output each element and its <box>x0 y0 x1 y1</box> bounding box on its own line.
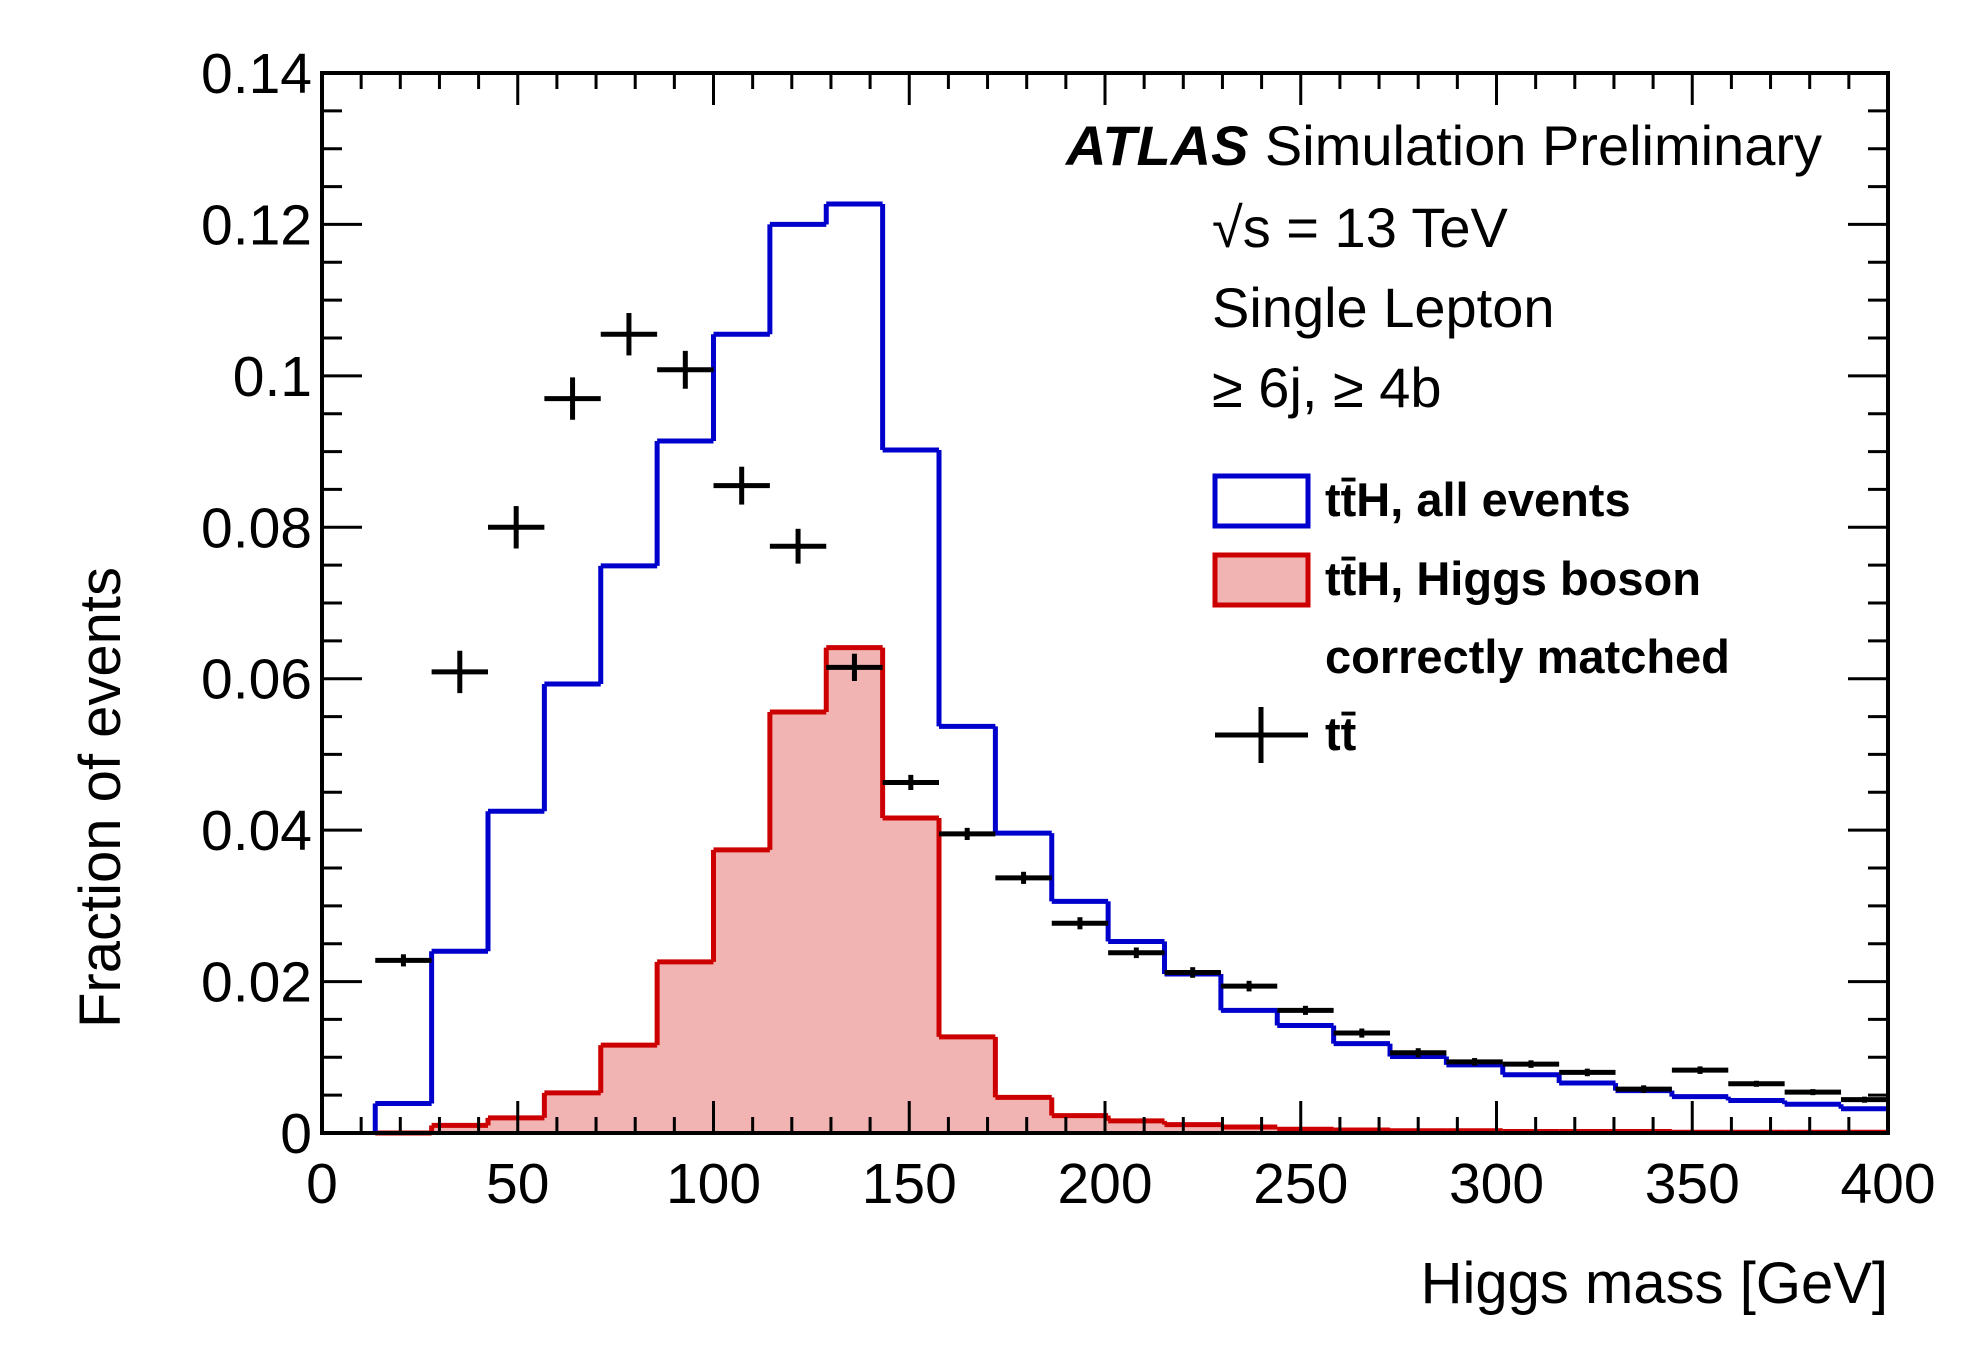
series-matched-fill <box>375 647 1888 1133</box>
atlas-label: ATLAS <box>1064 114 1249 177</box>
plot-area <box>372 201 1888 1136</box>
x-tick-label: 100 <box>666 1152 761 1216</box>
x-tick-label: 0 <box>306 1152 338 1216</box>
ttbar-point <box>882 774 940 791</box>
legend-label-matched-line2: correctly matched <box>1325 630 1730 683</box>
ttbar-point <box>544 377 601 420</box>
x-axis-title: Higgs mass [GeV] <box>1421 1251 1888 1316</box>
y-tick-label: 0.06 <box>201 648 312 712</box>
ttbar-point <box>1671 1066 1729 1074</box>
channel-label: Single Lepton <box>1212 276 1555 339</box>
legend <box>1212 473 1311 763</box>
ttbar-point <box>1390 1048 1447 1058</box>
y-axis-title: Fraction of events <box>68 567 133 1028</box>
y-tick-label: 0 <box>280 1102 312 1166</box>
x-tick-label: 350 <box>1645 1152 1740 1216</box>
ttbar-point <box>1051 917 1109 930</box>
ttbar-point <box>713 466 770 505</box>
y-tick-label: 0.02 <box>201 951 312 1015</box>
selection-label: ≥ 6j, ≥ 4b <box>1212 356 1442 419</box>
ttbar-point <box>939 827 996 840</box>
energy-label: √s = 13 TeV <box>1212 196 1509 259</box>
ttbar-point <box>995 871 1052 884</box>
ttbar-point <box>1108 947 1165 959</box>
x-tick-label: 50 <box>486 1152 549 1216</box>
y-tick-label: 0.1 <box>233 345 312 409</box>
axes: 0 50 100 150 200 250 300 350 400 0 0.02 0.04 0.06 0.0… <box>201 42 1936 1216</box>
ttbar-point <box>375 954 432 967</box>
x-tick-label: 200 <box>1057 1152 1152 1216</box>
ttbar-point <box>1784 1089 1842 1096</box>
ttbar-point <box>431 650 488 694</box>
x-tick-label: 400 <box>1840 1152 1935 1216</box>
ttbar-point <box>1220 980 1278 992</box>
ttbar-point <box>657 350 714 389</box>
series-all-events <box>372 201 1888 1133</box>
legend-marker-ttbar <box>1215 707 1308 763</box>
legend-label-all-events: tt̄H, all events <box>1325 473 1631 526</box>
ttbar-point <box>1164 967 1221 978</box>
ttbar-point <box>1728 1080 1785 1087</box>
series-ttbar <box>375 313 1888 1103</box>
ttbar-point <box>769 528 827 564</box>
ttbar-point <box>1446 1058 1503 1066</box>
x-tick-label: 300 <box>1449 1152 1544 1216</box>
y-tick-label: 0.12 <box>201 193 312 257</box>
simulation-label: Simulation Preliminary <box>1265 114 1822 177</box>
ttbar-point <box>600 313 658 356</box>
ttbar-point <box>1615 1085 1672 1093</box>
ttbar-point <box>1333 1028 1391 1038</box>
y-tick-label: 0.14 <box>201 42 312 106</box>
y-tick-label: 0.04 <box>201 799 312 863</box>
ttbar-point <box>1277 1005 1334 1015</box>
ttbar-point <box>487 506 545 549</box>
ttbar-point <box>826 653 883 681</box>
ttbar-point <box>1841 1096 1888 1103</box>
legend-label-matched: tt̄H, Higgs boson <box>1325 552 1701 605</box>
legend-marker-matched <box>1212 552 1311 608</box>
x-tick-label: 250 <box>1253 1152 1348 1216</box>
y-tick-label: 0.08 <box>201 496 312 560</box>
ttbar-point <box>1559 1068 1616 1077</box>
series-matched <box>375 645 1888 1136</box>
annotation-header: ATLAS Simulation Preliminary <box>1064 114 1822 177</box>
x-tick-label: 150 <box>862 1152 957 1216</box>
ttbar-point <box>1502 1060 1560 1068</box>
legend-label-ttbar: tt̄ <box>1325 707 1357 760</box>
legend-marker-all-events <box>1212 473 1311 529</box>
